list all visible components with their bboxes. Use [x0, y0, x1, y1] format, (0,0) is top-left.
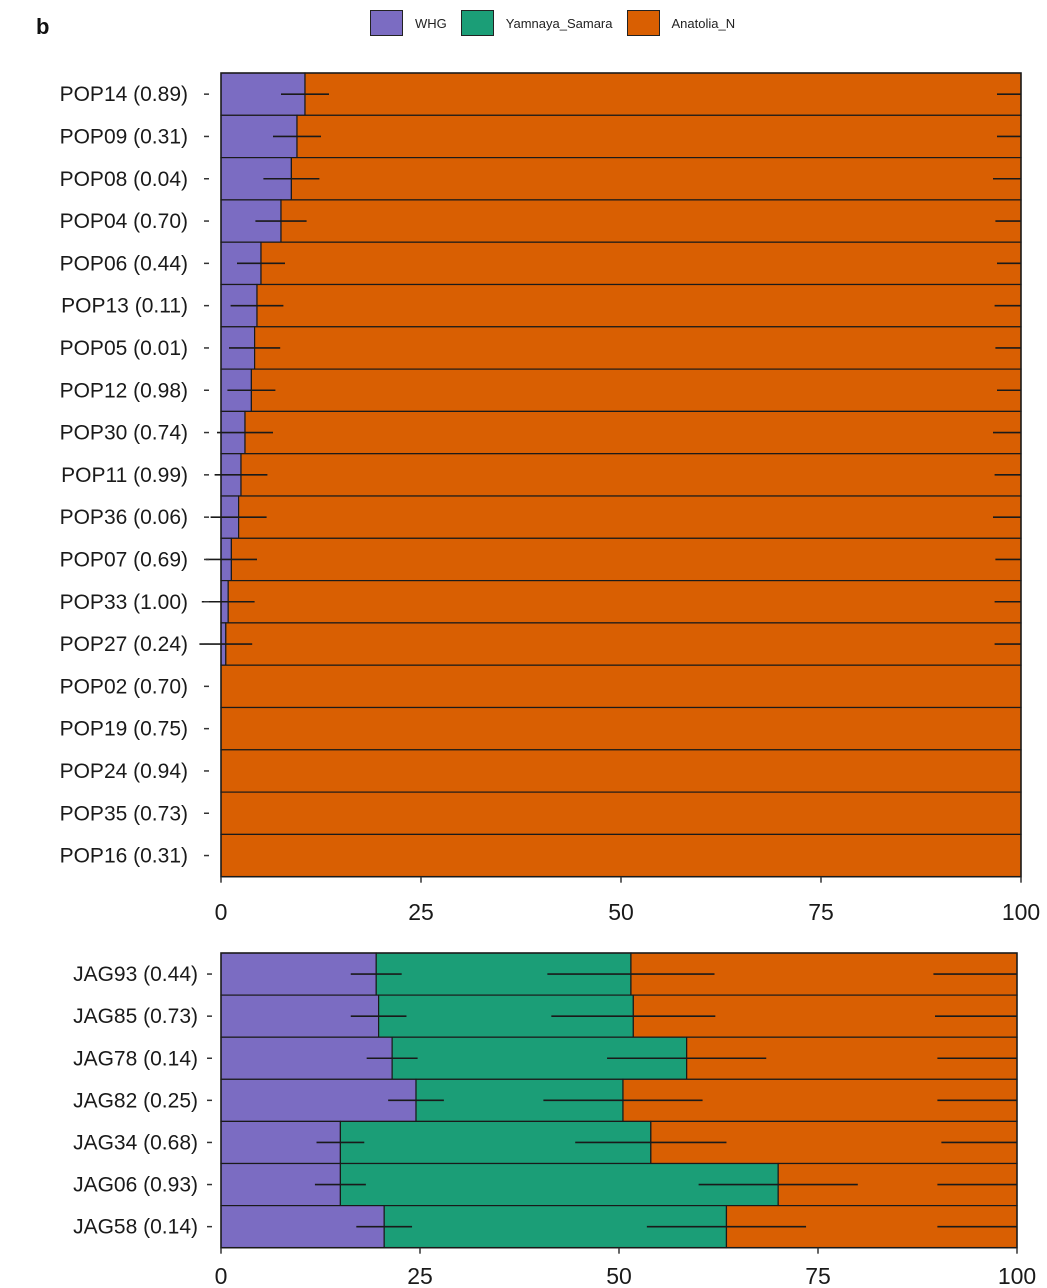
legend: WHG Yamnaya_Samara Anatolia_N — [370, 10, 749, 36]
legend-label: Anatolia_N — [671, 15, 736, 31]
x-tick-label: 50 — [608, 899, 634, 925]
bar-segment-anatolia-n — [238, 495, 1022, 539]
row-label: POP14 (0.89) — [60, 83, 188, 106]
row-label: POP12 (0.98) — [60, 379, 188, 402]
legend-item: WHG — [370, 10, 447, 36]
x-tick-label: 25 — [407, 1263, 433, 1288]
row-label: POP07 (0.69) — [60, 548, 188, 571]
bar-segment-anatolia-n — [244, 410, 1022, 455]
x-tick-label: 100 — [998, 1263, 1036, 1288]
bar-segment-anatolia-n — [254, 326, 1022, 370]
bar-segment-anatolia-n — [304, 72, 1022, 116]
row-label: POP06 (0.44) — [60, 252, 188, 275]
row-label: POP11 (0.99) — [61, 464, 188, 487]
bar-segment-whg — [220, 1036, 393, 1080]
row-label: JAG93 (0.44) — [73, 963, 198, 986]
row-label: POP16 (0.31) — [60, 845, 188, 868]
bar-segment-anatolia-n — [240, 453, 1022, 497]
row-label: JAG34 (0.68) — [73, 1131, 198, 1154]
bar-segment-anatolia-n — [220, 791, 1022, 835]
row-label: POP35 (0.73) — [60, 802, 188, 825]
row-label: POP30 (0.74) — [60, 422, 188, 445]
bar-segment-anatolia-n — [220, 706, 1022, 751]
row-label: JAG78 (0.14) — [73, 1047, 198, 1070]
row-label: POP36 (0.06) — [60, 506, 188, 529]
row-label: POP24 (0.94) — [60, 760, 188, 783]
row-label: JAG85 (0.73) — [73, 1005, 198, 1028]
row-label: POP08 (0.04) — [60, 168, 188, 191]
bar-segment-anatolia-n — [290, 157, 1022, 201]
x-tick-label: 100 — [1002, 899, 1040, 925]
row-label: POP33 (1.00) — [60, 591, 188, 614]
bar-segment-anatolia-n — [280, 199, 1022, 243]
row-label: JAG06 (0.93) — [73, 1174, 198, 1197]
panel-label: b — [36, 14, 50, 39]
legend-swatch — [370, 10, 403, 36]
bar-segment-whg — [220, 952, 377, 996]
bar-segment-anatolia-n — [220, 833, 1022, 878]
x-tick-label: 75 — [805, 1263, 831, 1288]
legend-swatch — [626, 10, 660, 36]
bar-segment-anatolia-n — [230, 537, 1022, 582]
x-tick-label: 0 — [215, 899, 228, 925]
row-label: POP05 (0.01) — [60, 337, 188, 360]
bar-segment-anatolia-n — [220, 664, 1022, 709]
bar-segment-anatolia-n — [250, 368, 1022, 413]
legend-label: Yamnaya_Samara — [505, 15, 613, 31]
legend-item: Yamnaya_Samara — [460, 10, 613, 36]
row-label: POP09 (0.31) — [60, 125, 188, 148]
bar-segment-anatolia-n — [225, 622, 1022, 666]
row-label: POP13 (0.11) — [61, 295, 188, 318]
row-label: POP04 (0.70) — [60, 210, 188, 233]
bar-segment-anatolia-n — [227, 579, 1022, 624]
bar-segment-anatolia-n — [260, 241, 1022, 286]
legend-label: WHG — [415, 15, 447, 31]
row-label: POP19 (0.75) — [60, 718, 188, 741]
legend-item: Anatolia_N — [626, 10, 736, 36]
x-tick-label: 0 — [215, 1263, 228, 1288]
row-label: JAG82 (0.25) — [73, 1089, 198, 1112]
row-label: POP02 (0.70) — [60, 675, 188, 698]
bar-segment-anatolia-n — [220, 749, 1022, 793]
row-label: POP27 (0.24) — [60, 633, 188, 656]
x-tick-label: 75 — [808, 899, 834, 925]
legend-swatch — [460, 10, 494, 36]
x-tick-label: 50 — [606, 1263, 632, 1288]
bar-segment-anatolia-n — [256, 283, 1022, 328]
bar-segment-anatolia-n — [296, 114, 1022, 159]
x-tick-label: 25 — [408, 899, 434, 925]
bar-segment-whg — [220, 1078, 417, 1123]
row-label: JAG58 (0.14) — [73, 1216, 198, 1239]
